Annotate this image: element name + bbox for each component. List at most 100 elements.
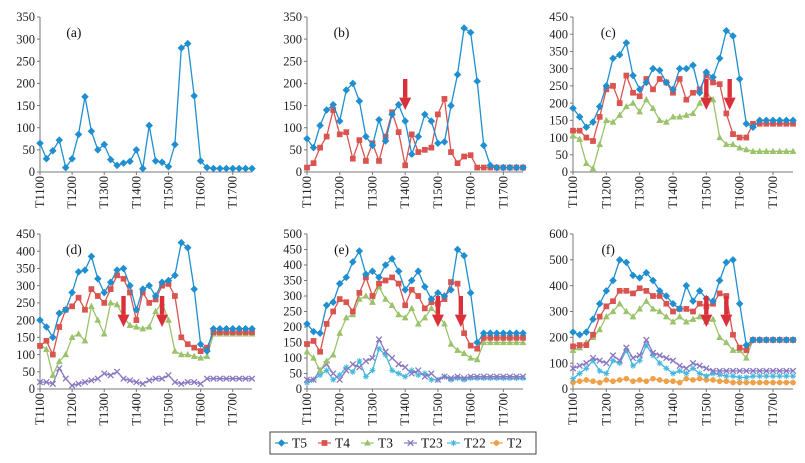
data-point-T5 bbox=[335, 117, 344, 125]
panel-c: 0 50 100 150 200 250 300 350 400 450 T1100 T1200 T13… bbox=[549, 10, 797, 209]
data-point-T3 bbox=[676, 312, 684, 320]
data-point-T5 bbox=[749, 336, 757, 344]
data-point-T23 bbox=[709, 367, 717, 375]
data-point-T3 bbox=[609, 118, 617, 125]
data-point-T3 bbox=[145, 323, 153, 330]
data-point-T23 bbox=[519, 373, 527, 380]
data-point-T22 bbox=[461, 376, 468, 383]
data-point-T5 bbox=[715, 276, 724, 285]
data-point-T23 bbox=[656, 352, 663, 359]
data-point-T4 bbox=[402, 162, 409, 169]
data-point-T5 bbox=[87, 127, 96, 136]
data-point-T4 bbox=[630, 290, 636, 297]
data-point-T5 bbox=[602, 287, 611, 295]
data-point-T3 bbox=[676, 113, 684, 120]
data-point-T23 bbox=[126, 377, 134, 384]
data-point-T5 bbox=[682, 281, 691, 290]
data-point-T23 bbox=[454, 373, 461, 380]
data-point-T5 bbox=[569, 328, 577, 336]
data-point-T3 bbox=[55, 357, 63, 365]
data-point-T5 bbox=[486, 329, 495, 337]
y-tick-label: 250 bbox=[549, 79, 568, 93]
data-point-T5 bbox=[407, 150, 416, 159]
data-point-T22 bbox=[790, 373, 796, 380]
data-point-T23 bbox=[68, 382, 76, 389]
y-tick-label: 350 bbox=[16, 262, 35, 276]
data-point-T3 bbox=[190, 352, 198, 359]
data-point-T3 bbox=[310, 354, 317, 361]
data-point-T2 bbox=[776, 379, 783, 386]
data-point-T5 bbox=[493, 329, 501, 337]
data-point-T23 bbox=[643, 336, 650, 344]
data-point-T23 bbox=[434, 376, 442, 383]
data-point-T4 bbox=[636, 93, 643, 100]
data-point-T2 bbox=[730, 379, 736, 386]
y-tick-label: 300 bbox=[283, 32, 302, 46]
data-point-T4 bbox=[474, 164, 481, 171]
data-point-T3 bbox=[782, 147, 790, 154]
data-point-T5 bbox=[171, 140, 179, 149]
x-tick-label: T1700 bbox=[496, 393, 510, 426]
data-point-T5 bbox=[349, 258, 357, 266]
data-point-T23 bbox=[152, 375, 159, 382]
data-point-T23 bbox=[395, 360, 402, 368]
data-point-T4 bbox=[690, 89, 696, 96]
data-point-T4 bbox=[610, 298, 616, 305]
data-point-T23 bbox=[689, 359, 697, 367]
data-point-T23 bbox=[184, 378, 192, 386]
data-point-T3 bbox=[165, 316, 172, 323]
data-point-T5 bbox=[615, 51, 624, 59]
x-tick-label: T1500 bbox=[431, 176, 445, 209]
data-point-T23 bbox=[576, 362, 583, 370]
data-point-T23 bbox=[75, 380, 82, 388]
data-point-T5 bbox=[309, 143, 318, 152]
data-point-T22 bbox=[520, 375, 526, 382]
data-point-T4 bbox=[616, 100, 623, 106]
data-point-T5 bbox=[407, 276, 416, 285]
x-tick-label: T1600 bbox=[464, 393, 478, 426]
data-point-T5 bbox=[209, 324, 218, 333]
data-point-T3 bbox=[49, 371, 57, 378]
data-point-T5 bbox=[342, 86, 351, 94]
x-tick-label: T1100 bbox=[566, 393, 580, 425]
data-point-T5 bbox=[55, 136, 64, 144]
data-point-T4 bbox=[676, 76, 683, 82]
data-point-T5 bbox=[460, 251, 468, 260]
data-point-T22 bbox=[636, 357, 643, 364]
data-point-T5 bbox=[375, 115, 383, 124]
data-point-T22 bbox=[690, 365, 696, 372]
data-point-T4 bbox=[356, 137, 363, 143]
data-point-T4 bbox=[317, 348, 323, 355]
data-point-T23 bbox=[107, 371, 114, 379]
data-point-T3 bbox=[769, 147, 777, 154]
y-tick-label: 400 bbox=[283, 258, 302, 272]
data-point-T5 bbox=[151, 157, 160, 165]
data-point-T5 bbox=[440, 138, 449, 146]
data-point-T4 bbox=[596, 313, 603, 320]
y-tick-label: 150 bbox=[283, 99, 302, 113]
data-point-T5 bbox=[615, 256, 624, 264]
y-tick-label: 0 bbox=[29, 382, 35, 396]
data-point-T23 bbox=[62, 375, 69, 382]
data-point-T3 bbox=[776, 147, 784, 154]
data-point-T4 bbox=[421, 147, 428, 153]
data-point-T5 bbox=[228, 164, 237, 173]
data-point-T23 bbox=[569, 365, 577, 372]
data-point-T5 bbox=[682, 64, 691, 73]
data-point-T3 bbox=[642, 297, 650, 304]
data-point-T3 bbox=[789, 147, 797, 154]
data-point-T4 bbox=[590, 138, 596, 144]
data-point-T5 bbox=[196, 157, 205, 165]
data-point-T23 bbox=[415, 367, 422, 374]
legend-marker bbox=[364, 439, 371, 446]
data-point-T4 bbox=[395, 280, 402, 287]
x-tick-label: T1700 bbox=[226, 176, 240, 209]
data-point-T3 bbox=[152, 307, 160, 315]
data-point-T2 bbox=[690, 377, 696, 383]
legend-label: T3 bbox=[378, 436, 393, 451]
data-point-T3 bbox=[722, 140, 730, 148]
data-point-T23 bbox=[756, 367, 763, 375]
data-point-T4 bbox=[616, 287, 623, 294]
